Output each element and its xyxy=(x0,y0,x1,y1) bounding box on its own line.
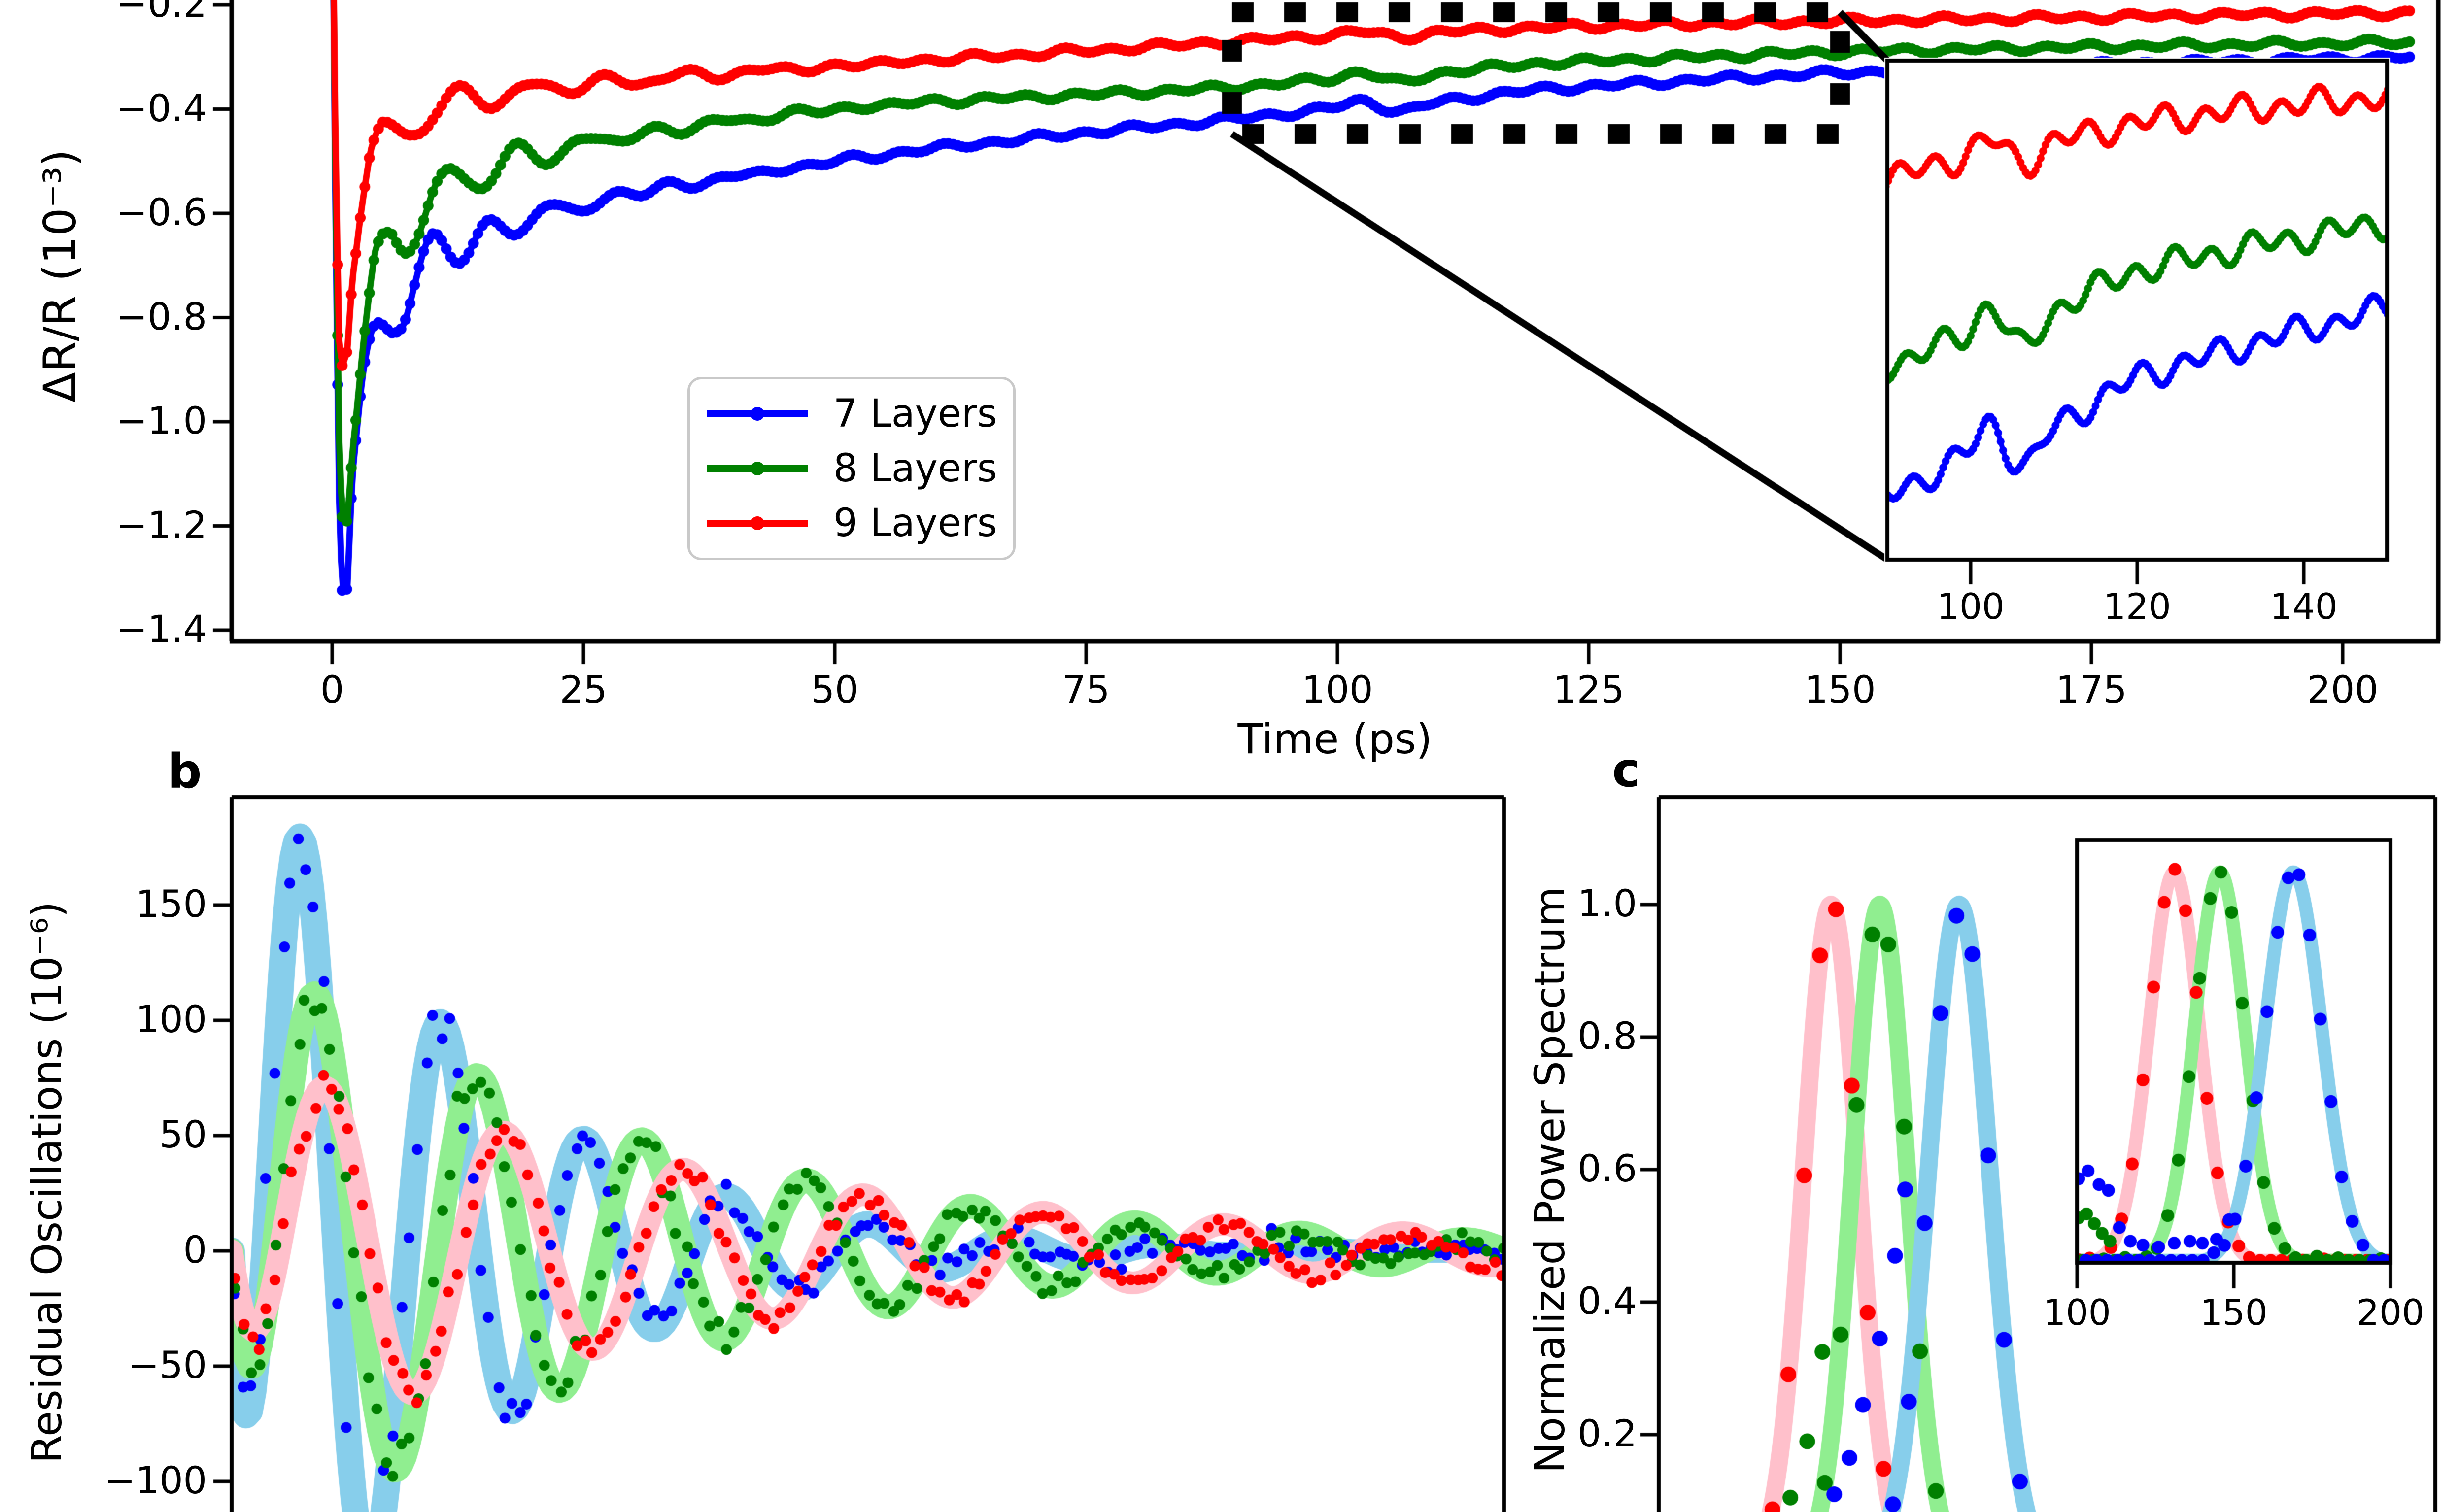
panel-b-ytick-label: 0 xyxy=(183,1228,207,1272)
panel-b-ytick-label: 150 xyxy=(135,882,207,926)
legend-label-9-layers: 9 Layers xyxy=(833,501,997,546)
panel-a-xtick-label: 200 xyxy=(2307,668,2379,711)
panel-b-ytick-label: −50 xyxy=(128,1343,207,1387)
legend-line-blue-icon xyxy=(707,406,808,421)
panel-a-inset-xtick-label: 140 xyxy=(2270,586,2338,627)
panel-c-y-axis-label: Normalized Power Spectrum xyxy=(1526,886,1574,1474)
panel-a-inset-xtick-label: 120 xyxy=(2103,586,2171,627)
panel-a-y-axis-label: ΔR/R (10⁻³) xyxy=(34,149,86,403)
legend-line-green-icon xyxy=(707,461,808,475)
panel-c-ytick-label: 0.4 xyxy=(1577,1279,1637,1323)
legend: 7 Layers 8 Layers 9 Layers xyxy=(687,377,1016,560)
panel-c-inset-xtick-label: 150 xyxy=(2200,1292,2268,1333)
panel-a-xtick-label: 0 xyxy=(320,668,344,711)
panel-a-xtick-label: 175 xyxy=(2055,668,2127,711)
panel-a-x-axis-label: Time (ps) xyxy=(1237,715,1433,763)
legend-entry-9-layers: 9 Layers xyxy=(705,501,998,545)
panel-c-inset-xtick-label: 200 xyxy=(2357,1292,2425,1333)
legend-entry-8-layers: 8 Layers xyxy=(705,446,998,491)
panel-c-ytick-label: 0.8 xyxy=(1577,1014,1637,1058)
legend-line-red-icon xyxy=(707,516,808,531)
panel-a-ytick-label: −0.6 xyxy=(116,190,207,234)
panel-a-xtick-label: 25 xyxy=(559,668,608,711)
legend-entry-7-layers: 7 Layers xyxy=(705,392,998,436)
panel-b-letter: b xyxy=(168,744,202,799)
panel-a-ytick-label: −0.4 xyxy=(116,86,207,130)
panel-a-ytick-label: −0.2 xyxy=(116,0,207,26)
panel-a-xtick-label: 50 xyxy=(811,668,859,711)
panel-b-ytick-label: 100 xyxy=(135,997,207,1041)
panel-a-ytick-label: −0.8 xyxy=(116,294,207,338)
panel-b-y-axis-label: Residual Oscillations (10⁻⁶) xyxy=(23,901,71,1464)
legend-label-8-layers: 8 Layers xyxy=(833,446,997,491)
panel-b-ytick-label: 50 xyxy=(159,1112,207,1156)
panel-b-ytick-label: −100 xyxy=(104,1458,207,1502)
panel-a-xtick-label: 100 xyxy=(1301,668,1373,711)
panel-a-xtick-label: 125 xyxy=(1553,668,1625,711)
panel-c-ytick-label: 1.0 xyxy=(1577,881,1637,925)
panel-c-letter: c xyxy=(1612,742,1640,798)
panel-a-xtick-label: 150 xyxy=(1804,668,1876,711)
panel-c-ytick-label: 0.6 xyxy=(1577,1146,1637,1190)
panel-c-inset-xtick-label: 100 xyxy=(2043,1292,2111,1333)
panel-a-ytick-label: −1.0 xyxy=(116,399,207,442)
legend-label-7-layers: 7 Layers xyxy=(833,391,997,436)
panel-a-xtick-label: 75 xyxy=(1062,668,1110,711)
panel-a-ytick-label: −1.2 xyxy=(116,503,207,547)
panel-a-inset-xtick-label: 100 xyxy=(1937,586,2005,627)
panel-c-ytick-label: 0.2 xyxy=(1577,1411,1637,1455)
panel-a-ytick-label: −1.4 xyxy=(116,607,207,651)
